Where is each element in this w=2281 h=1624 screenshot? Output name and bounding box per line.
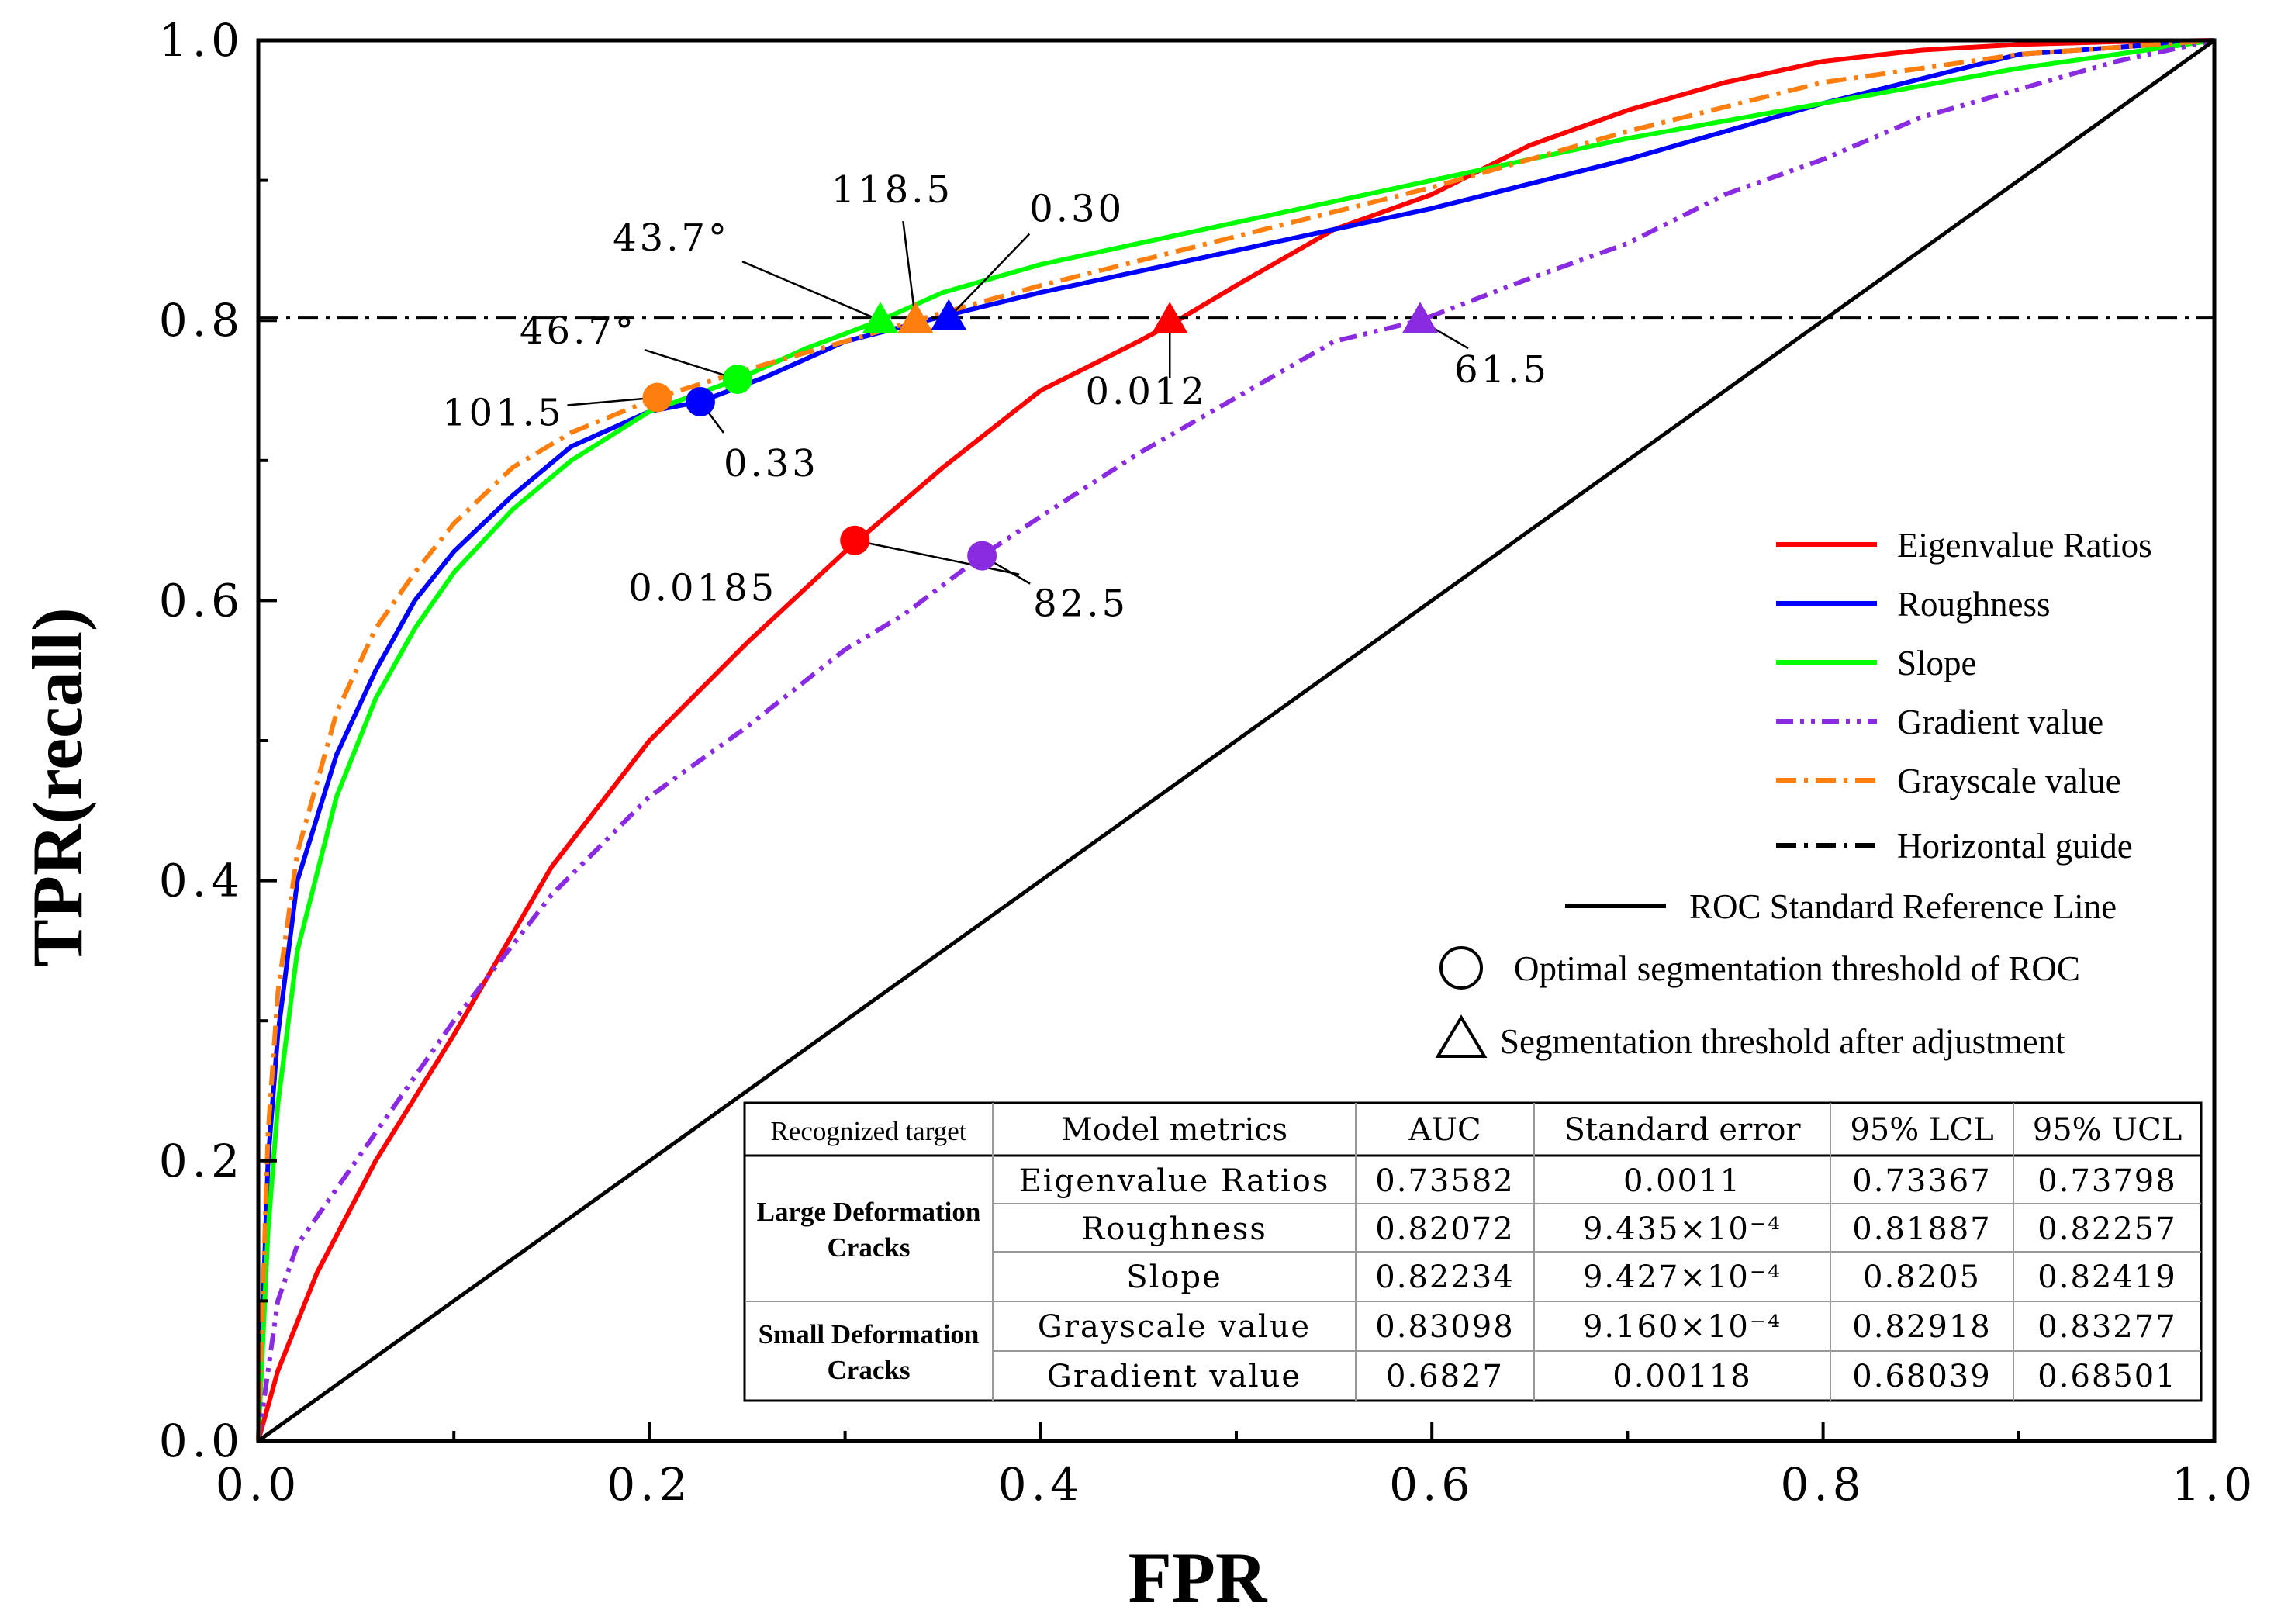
table-header-cell: 95% LCL	[1850, 1112, 1993, 1148]
y-tick-label: 0.6	[159, 574, 244, 627]
optimal-point-label: 0.33	[724, 442, 819, 485]
legend-label-1: Roughness	[1897, 585, 2051, 624]
table-cell: 9.435×10⁻⁴	[1583, 1211, 1782, 1247]
table-cell: 0.68501	[2037, 1359, 2176, 1394]
x-tick-label: 0.0	[216, 1458, 301, 1511]
annotation-leader	[741, 261, 881, 322]
adjusted-point-marker	[1152, 302, 1188, 333]
table-cell: 9.427×10⁻⁴	[1583, 1259, 1782, 1295]
adjusted-point-label: 0.30	[1029, 188, 1125, 231]
legend-label-4: Grayscale value	[1897, 762, 2121, 800]
x-axis-title: FPR	[1128, 1538, 1268, 1617]
axis-ticks: 0.00.0 0.2 0.2 0.4 0.4 0.6 0.6 0.8 0.8 1.0 1.0	[159, 14, 2257, 1511]
optimal-point-marker	[967, 541, 997, 571]
table-cell: 0.83098	[1375, 1309, 1514, 1345]
table-cell: 0.82257	[2037, 1211, 2176, 1247]
stats-table: Recognized target Model metrics AUC Standar…	[743, 1101, 2203, 1402]
adjusted-point-label: 43.7°	[613, 216, 730, 260]
table-cell: 0.83277	[2037, 1309, 2176, 1345]
table-cell: 0.82234	[1375, 1259, 1514, 1295]
x-tick-label: 0.4	[998, 1458, 1083, 1511]
optimal-point-marker	[840, 525, 870, 555]
table-cell: 0.73798	[2037, 1163, 2176, 1199]
table-cell: Gradient value	[1047, 1359, 1301, 1394]
adjusted-point-label: 0.012	[1086, 370, 1208, 413]
optimal-point-label: 0.0185	[628, 567, 777, 610]
optimal-point-label: 82.5	[1033, 582, 1128, 626]
table-cell: 0.73582	[1375, 1163, 1514, 1199]
optimal-point-marker	[685, 386, 715, 416]
adjusted-point-marker	[862, 302, 898, 333]
optimal-point-label: 46.7°	[520, 309, 637, 353]
adjusted-point-marker	[1402, 302, 1439, 333]
annotation-leader	[567, 396, 658, 406]
annotation-leader	[948, 233, 1031, 319]
y-tick-label: 0.0	[159, 1415, 244, 1467]
table-header-cell: AUC	[1408, 1112, 1481, 1148]
legend-label-5: Horizontal guide	[1897, 827, 2133, 866]
annotation-leader	[902, 221, 917, 321]
table-cell: 0.82072	[1375, 1211, 1514, 1247]
legend-label-adjusted: Segmentation threshold after adjustment	[1500, 1022, 2065, 1061]
table-cell: 0.81887	[1852, 1211, 1991, 1247]
legend-label-0: Eigenvalue Ratios	[1897, 526, 2152, 565]
table-cell: 0.00118	[1612, 1359, 1751, 1394]
series-line-1	[256, 38, 2215, 1442]
y-tick-label: 0.8	[159, 294, 244, 347]
table-cell: Eigenvalue Ratios	[1019, 1163, 1330, 1199]
series-line-6	[257, 38, 2216, 1443]
table-group-label: Large Deformation	[757, 1197, 981, 1227]
adjusted-point-label: 61.5	[1454, 348, 1550, 392]
optimal-point-marker	[722, 365, 752, 395]
table-header-cell: Recognized target	[771, 1116, 967, 1146]
x-tick-label: 0.6	[1389, 1458, 1474, 1511]
table-cell: 0.82918	[1852, 1309, 1991, 1345]
table-cell: Slope	[1126, 1259, 1222, 1295]
legend-label-optimal: Optimal segmentation threshold of ROC	[1514, 949, 2080, 988]
table-cell: 0.82419	[2037, 1259, 2176, 1295]
adjusted-point-label: 118.5	[831, 168, 953, 212]
table-cell: 9.160×10⁻⁴	[1583, 1309, 1782, 1345]
table-cell: 0.68039	[1852, 1359, 1991, 1394]
y-axis-title: TPR(recall)	[18, 607, 97, 966]
table-cell: 0.8205	[1863, 1259, 1981, 1295]
table-cell: 0.0011	[1623, 1163, 1741, 1199]
y-tick-label: 0.4	[159, 855, 244, 907]
plot-area: 0.0185 0.33 46.7° 82.5 101.5 0.012 0.30 43.7° 61…	[256, 38, 2217, 1443]
table-header-cell: 95% UCL	[2033, 1112, 2183, 1148]
table-cell: Grayscale value	[1038, 1309, 1311, 1345]
y-tick-label: 1.0	[159, 14, 244, 67]
legend-triangle-icon	[1435, 1014, 1488, 1058]
annotation-leader	[644, 348, 738, 381]
legend: Eigenvalue Ratios Roughness Slope Gradient …	[1435, 526, 2152, 1061]
legend-circle-icon	[1439, 946, 1483, 990]
x-tick-label: 0.8	[1780, 1458, 1865, 1511]
table-group-label: Small Deformation	[759, 1319, 980, 1349]
optimal-point-label: 101.5	[442, 392, 564, 435]
table-cell: Roughness	[1081, 1211, 1267, 1247]
table-cell: 0.73367	[1852, 1163, 1991, 1199]
table-header-cell: Model metrics	[1061, 1112, 1287, 1148]
annotation-leader	[854, 539, 1020, 575]
table-cell: 0.6827	[1386, 1359, 1504, 1394]
table-header-cell: Standard error	[1564, 1112, 1801, 1148]
x-tick-label: 0.2	[607, 1458, 692, 1511]
x-tick-label: 1.0	[2172, 1458, 2257, 1511]
adjusted-point-marker	[897, 302, 934, 333]
table-group-label: Cracks	[828, 1232, 911, 1263]
adjusted-point-marker	[931, 299, 967, 330]
legend-label-6: ROC Standard Reference Line	[1689, 887, 2117, 926]
legend-label-3: Gradient value	[1897, 703, 2103, 741]
optimal-point-marker	[642, 382, 672, 413]
table-group-label: Cracks	[828, 1355, 911, 1385]
legend-label-2: Slope	[1897, 644, 1977, 682]
y-tick-label: 0.2	[159, 1135, 244, 1187]
